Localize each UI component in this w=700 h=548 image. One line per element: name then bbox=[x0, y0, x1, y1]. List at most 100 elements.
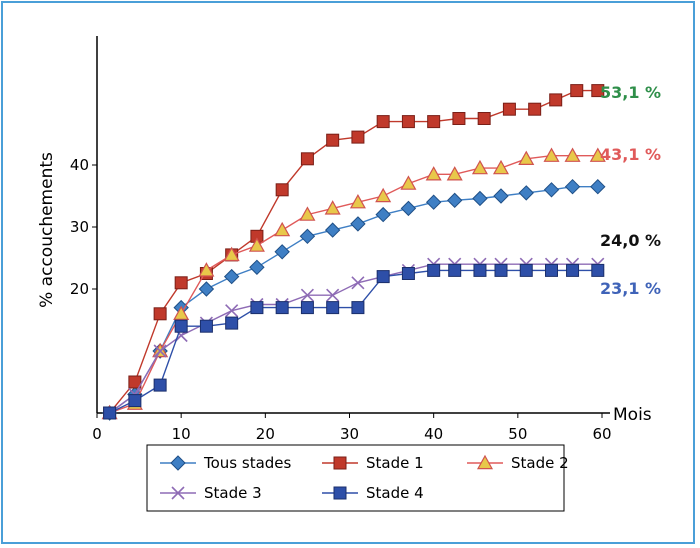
data-point-stade-2 bbox=[299, 206, 316, 221]
data-point-stade-4 bbox=[153, 378, 167, 392]
data-point-tous-stades bbox=[425, 194, 442, 210]
x-axis-title: Mois bbox=[613, 405, 652, 425]
data-point-stade-3 bbox=[351, 276, 365, 290]
data-point-stade-4 bbox=[519, 263, 533, 277]
data-point-stade-1 bbox=[351, 130, 365, 144]
data-point-stade-1 bbox=[153, 307, 167, 321]
data-point-stade-2 bbox=[471, 159, 488, 175]
data-point-stade-4 bbox=[401, 267, 415, 280]
y-axis-title: % accouchements bbox=[37, 152, 57, 308]
data-point-stade-4 bbox=[128, 394, 142, 408]
data-point-stade-4 bbox=[448, 263, 462, 277]
data-point-stade-2 bbox=[518, 150, 535, 165]
legend-swatch-marker-stroke bbox=[171, 486, 185, 500]
data-point-stade-2 bbox=[400, 175, 417, 190]
data-point-tous-stades bbox=[472, 190, 488, 207]
legend-swatch-marker bbox=[476, 454, 494, 470]
data-point-tous-stades bbox=[375, 206, 391, 223]
data-point-stade-1 bbox=[549, 93, 563, 107]
x-tick-label: 10 bbox=[172, 425, 191, 443]
legend: Tous stades Stade 1 Stade 2 Stade 3 Stade 4 bbox=[146, 444, 569, 512]
data-point-stade-2 bbox=[492, 159, 510, 175]
data-point-stade-2 bbox=[564, 147, 581, 162]
data-point-tous-stades bbox=[447, 192, 463, 209]
data-point-tous-stades bbox=[350, 216, 366, 232]
data-point-stade-4 bbox=[591, 263, 605, 277]
data-point-stade-4 bbox=[566, 263, 580, 277]
data-point-stade-3 bbox=[153, 344, 167, 358]
data-point-stade-2 bbox=[543, 147, 560, 162]
data-point-stade-4 bbox=[103, 406, 117, 420]
legend-item-stade-4: Stade 4 bbox=[322, 484, 424, 502]
data-point-stade-3-stroke bbox=[326, 288, 340, 302]
data-point-stade-1 bbox=[300, 152, 314, 166]
legend-label: Stade 3 bbox=[204, 484, 262, 502]
end-value-label: 43,1 % bbox=[600, 145, 661, 164]
data-point-stade-2 bbox=[446, 166, 463, 181]
end-labels: 53,1 % 43,1 % 24,0 % 23,1 % bbox=[600, 83, 661, 298]
end-value-label: 23,1 % bbox=[600, 279, 661, 298]
data-point-stade-2 bbox=[375, 187, 392, 203]
data-point-stade-1 bbox=[128, 375, 142, 389]
data-point-stade-3-stroke bbox=[225, 304, 239, 318]
series-stade-4 bbox=[103, 263, 605, 420]
legend-item-stade-3: Stade 3 bbox=[160, 484, 262, 502]
data-point-stade-1 bbox=[275, 183, 289, 197]
data-point-tous-stades bbox=[518, 185, 534, 201]
axes bbox=[96, 36, 610, 414]
legend-item-stade-2: Stade 2 bbox=[467, 454, 569, 472]
x-tick-label: 40 bbox=[424, 425, 443, 443]
data-point-stade-4 bbox=[494, 263, 508, 277]
legend-swatch-marker bbox=[170, 455, 186, 471]
data-point-stade-1 bbox=[452, 112, 466, 125]
x-tick-label: 60 bbox=[592, 425, 611, 443]
x-tick-label: 50 bbox=[508, 425, 527, 443]
data-point-tous-stades bbox=[493, 188, 509, 204]
y-tick-label: 20 bbox=[70, 280, 89, 298]
data-point-stade-4 bbox=[174, 319, 188, 333]
legend-item-stade-1: Stade 1 bbox=[322, 454, 424, 472]
data-point-stade-2 bbox=[349, 193, 366, 209]
data-point-stade-1 bbox=[477, 112, 491, 125]
data-point-stade-1 bbox=[570, 84, 584, 98]
data-point-stade-4 bbox=[427, 263, 441, 277]
legend-swatch-marker bbox=[333, 486, 347, 500]
data-point-stade-3 bbox=[225, 304, 239, 318]
data-point-stade-2 bbox=[223, 246, 240, 262]
end-value-label: 24,0 % bbox=[600, 231, 661, 250]
data-point-stade-4 bbox=[473, 263, 487, 277]
data-point-stade-4 bbox=[326, 301, 340, 315]
data-point-tous-stades bbox=[223, 268, 240, 285]
data-point-tous-stades bbox=[400, 200, 417, 217]
data-point-stade-4 bbox=[250, 301, 264, 315]
data-point-stade-2 bbox=[173, 305, 190, 320]
data-point-stade-1 bbox=[502, 102, 516, 116]
data-point-stade-4 bbox=[300, 301, 314, 315]
data-point-stade-4 bbox=[275, 301, 289, 315]
data-point-stade-4 bbox=[351, 301, 365, 315]
data-point-stade-2 bbox=[248, 237, 265, 252]
data-point-tous-stades bbox=[590, 178, 606, 195]
data-point-stade-4 bbox=[376, 270, 390, 284]
data-point-stade-4 bbox=[199, 319, 213, 333]
legend-label: Stade 4 bbox=[366, 484, 424, 502]
legend-swatch-marker bbox=[333, 456, 347, 470]
data-point-stade-1 bbox=[427, 115, 441, 129]
series-tous-stades bbox=[101, 178, 606, 421]
series-line-stade-4 bbox=[109, 269, 598, 414]
data-point-stade-2 bbox=[274, 221, 291, 237]
data-point-stade-2 bbox=[589, 147, 606, 162]
data-point-tous-stades bbox=[274, 244, 290, 260]
data-point-stade-1 bbox=[528, 102, 542, 116]
x-tick-label: 30 bbox=[340, 425, 359, 443]
legend-label: Stade 2 bbox=[511, 454, 569, 472]
data-point-stade-1 bbox=[376, 115, 390, 129]
legend-box bbox=[146, 444, 565, 512]
legend-swatch-marker bbox=[171, 486, 185, 500]
legend-item-tous-stades: Tous stades bbox=[160, 454, 292, 472]
y-tick-label: 30 bbox=[70, 218, 89, 236]
data-point-stade-1 bbox=[591, 84, 605, 98]
data-point-tous-stades bbox=[249, 259, 265, 276]
data-point-tous-stades bbox=[198, 281, 215, 297]
